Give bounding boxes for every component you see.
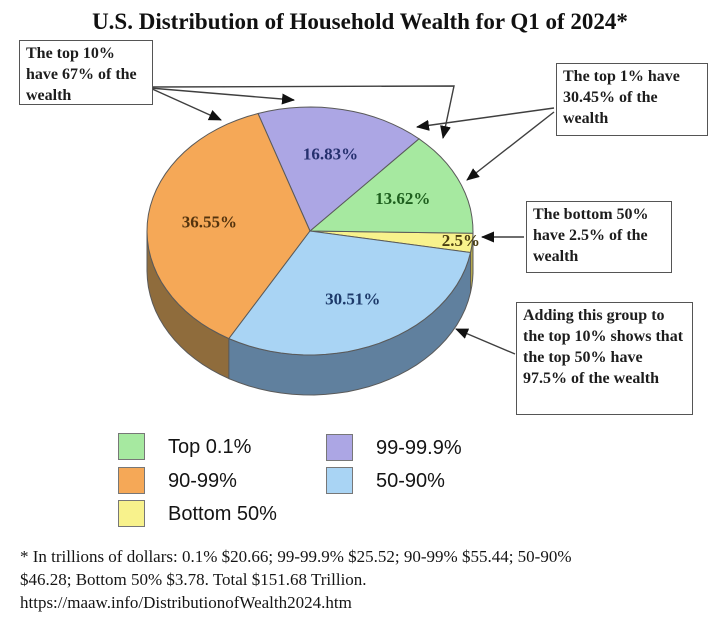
arrow-layer	[149, 85, 555, 355]
footnote-line-2: $46.28; Bottom 50% $3.78. Total $151.68 …	[20, 570, 367, 589]
legend-swatch-99-999	[326, 434, 353, 461]
pie-slice-50-90%	[228, 230, 472, 356]
legend-label: 50-90%	[376, 469, 445, 492]
legend-item-50-90: 50-90%	[326, 467, 445, 494]
callout-top1: The top 1% have 30.45% of the wealth	[556, 63, 708, 136]
pie-label-99-99.9%: 16.83%	[303, 145, 358, 164]
pie-label-90-99%: 36.55%	[182, 212, 237, 231]
arrow-top10-to-99-999	[149, 87, 295, 105]
legend-item-99-999: 99-99.9%	[326, 434, 462, 461]
pie-slice-Top 0.1%	[308, 138, 474, 234]
legend-label: Top 0.1%	[168, 435, 252, 458]
legend-swatch-90-99	[118, 467, 145, 494]
callout-bottom50: The bottom 50% have 2.5% of the wealth	[526, 201, 672, 273]
page-title: U.S. Distribution of Household Wealth fo…	[92, 9, 628, 34]
footnote: * In trillions of dollars: 0.1% $20.66; …	[20, 545, 704, 614]
legend-swatch-top-0-1	[118, 433, 145, 460]
callout-adding: Adding this group to the top 10% shows t…	[516, 302, 693, 415]
legend-swatch-bottom-50	[118, 500, 145, 527]
footnote-line-1: * In trillions of dollars: 0.1% $20.66; …	[20, 547, 572, 566]
pie-layer: 2.5% 13.62% 16.83% 36.55% 30.51%	[146, 106, 480, 396]
arrow-top10-to-top01	[149, 85, 455, 139]
legend-label: Bottom 50%	[168, 502, 277, 525]
callout-top10: The top 10% have 67% of the wealth	[19, 40, 153, 105]
arrow-top1-to-top01	[466, 111, 555, 181]
arrow-top10-to-90-99	[149, 87, 222, 121]
pie-label-Top 0.1%: 13.62%	[375, 189, 430, 208]
pie-label-50-90%: 30.51%	[325, 290, 380, 309]
arrow-top1-to-99-999	[416, 107, 555, 131]
pie-slice-90-99%	[146, 112, 311, 340]
legend-item-90-99: 90-99%	[118, 467, 237, 494]
legend-item-top-0-1: Top 0.1%	[118, 433, 251, 460]
legend-label: 90-99%	[168, 469, 237, 492]
arrow-adding-to-50-90	[455, 328, 516, 355]
footnote-url: https://maaw.info/DistributionofWealth20…	[20, 593, 352, 612]
legend-item-bottom-50: Bottom 50%	[118, 500, 277, 527]
legend-swatch-50-90	[326, 467, 353, 494]
legend-label: 99-99.9%	[376, 436, 462, 459]
pie-label-Bottom 50%: 2.5%	[442, 231, 480, 250]
pie-slice-99-99.9%	[257, 106, 420, 232]
